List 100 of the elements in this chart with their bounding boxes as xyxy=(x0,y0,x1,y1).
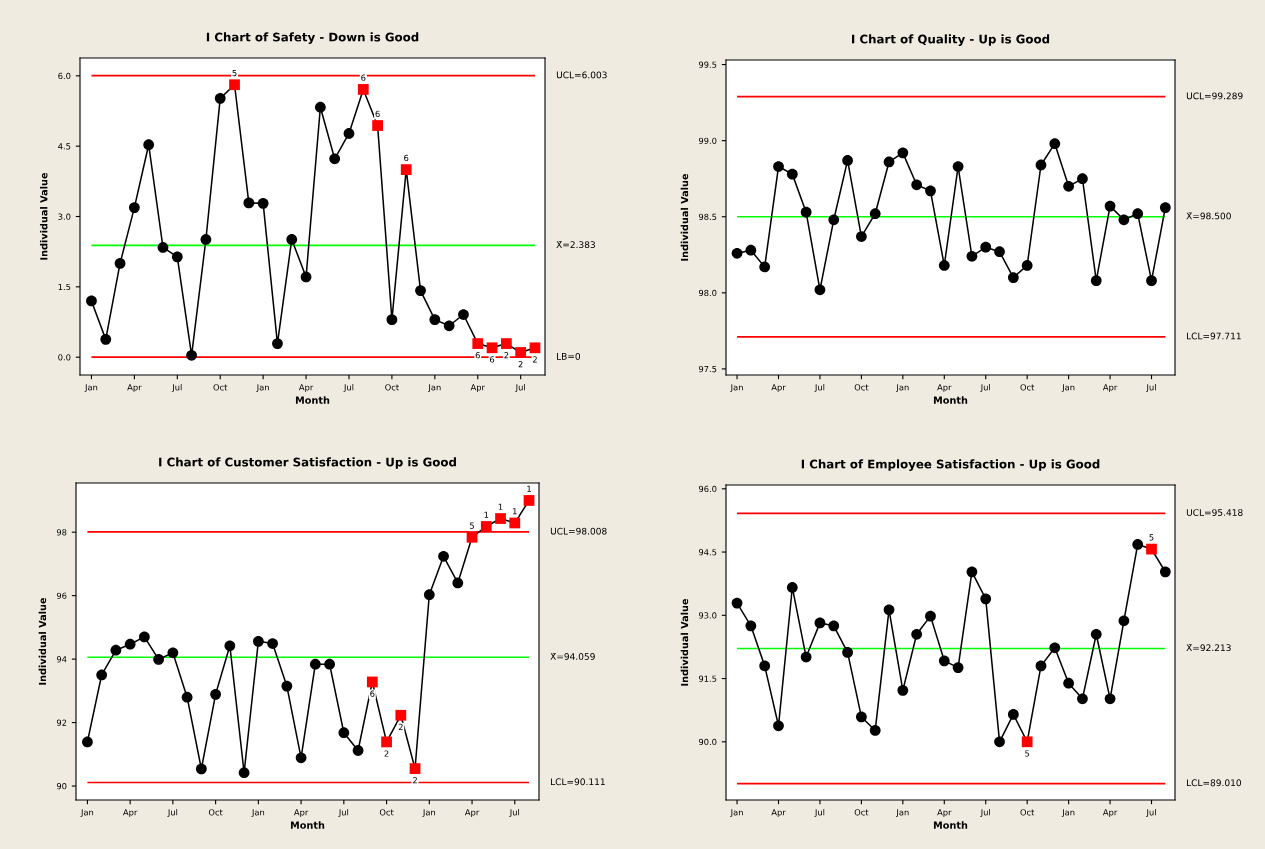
annotation: 6 xyxy=(489,356,495,363)
annotation: 6 xyxy=(404,154,409,162)
ref-line-label: UCL=98.008 xyxy=(550,527,607,535)
x-tick-label: Jan xyxy=(730,809,743,818)
point xyxy=(281,680,293,692)
y-axis-title: Individual Value xyxy=(38,597,47,685)
point xyxy=(1007,272,1019,283)
point xyxy=(759,660,771,672)
point xyxy=(759,261,771,273)
point xyxy=(214,92,226,104)
x-tick-label: Jan xyxy=(84,384,98,393)
point xyxy=(86,295,97,307)
point xyxy=(324,658,335,670)
y-tick-label: 1.5 xyxy=(58,283,71,291)
x-axis-title: Month xyxy=(933,821,968,829)
point xyxy=(731,597,743,609)
point xyxy=(381,736,392,748)
ref-line-label: LB=0 xyxy=(557,352,581,360)
x-tick-label: Jan xyxy=(895,809,909,818)
point xyxy=(252,635,264,647)
ref-line-label: LCL=89.010 xyxy=(1187,779,1242,787)
point xyxy=(229,79,240,91)
point xyxy=(186,349,197,361)
y-tick-label: 0.0 xyxy=(58,354,71,361)
point xyxy=(515,347,527,358)
y-tick-label: 96 xyxy=(56,592,67,599)
point xyxy=(300,271,312,283)
point xyxy=(773,720,784,732)
point xyxy=(925,185,936,197)
point xyxy=(980,241,992,253)
point xyxy=(1049,138,1061,150)
point xyxy=(869,725,881,736)
ref-line-label: X̄=98.500 xyxy=(1186,212,1231,220)
ref-line-label: LCL=90.111 xyxy=(551,778,605,786)
point xyxy=(994,736,1005,748)
chart-title: I Chart of Quality - Up is Good xyxy=(852,34,1050,46)
x-tick-label: Apr xyxy=(771,384,786,393)
point xyxy=(911,628,923,640)
x-tick-label: Jul xyxy=(338,809,349,818)
annotation: 2 xyxy=(384,750,389,757)
point xyxy=(286,234,298,245)
x-tick-label: Jul xyxy=(1146,809,1156,818)
ref-line-label: UCL=99.289 xyxy=(1186,92,1243,100)
y-axis-title: Individual Value xyxy=(680,598,689,686)
point xyxy=(1104,200,1116,212)
point xyxy=(814,617,826,629)
point xyxy=(1021,736,1033,748)
x-tick-label: Oct xyxy=(1020,384,1035,391)
x-tick-label: Jul xyxy=(343,384,354,393)
point xyxy=(786,582,798,593)
y-axis-title: Individual Value xyxy=(39,172,48,260)
point xyxy=(1021,260,1033,271)
x-tick-label: Jan xyxy=(895,384,909,393)
point xyxy=(1118,214,1130,226)
y-tick-label: 6.0 xyxy=(58,72,71,80)
x-tick-label: Jul xyxy=(980,384,990,393)
point xyxy=(171,251,183,263)
point xyxy=(181,691,193,703)
point xyxy=(429,314,441,326)
y-tick-label: 98 xyxy=(56,529,67,536)
point xyxy=(745,244,757,256)
y-tick-label: 91.5 xyxy=(698,675,717,682)
point xyxy=(1035,159,1047,171)
point xyxy=(938,260,950,271)
x-tick-label: Jul xyxy=(814,384,825,393)
x-tick-label: Jul xyxy=(980,809,990,818)
point xyxy=(1132,208,1144,220)
point xyxy=(842,647,853,658)
x-axis-title: Month xyxy=(933,396,968,404)
annotation: 1 xyxy=(513,508,517,515)
point xyxy=(800,206,812,218)
ref-line-label: X̄=2.383 xyxy=(556,241,595,249)
point xyxy=(395,709,407,721)
point xyxy=(366,676,378,688)
point xyxy=(500,338,512,349)
y-tick-label: 99.5 xyxy=(698,61,717,68)
x-tick-label: Oct xyxy=(208,809,223,816)
y-tick-label: 90 xyxy=(56,783,67,790)
point xyxy=(314,101,326,113)
annotation: 6 xyxy=(361,74,366,81)
chart-title: I Chart of Safety - Down is Good xyxy=(206,32,419,44)
point xyxy=(210,688,221,700)
point xyxy=(128,202,140,213)
point xyxy=(124,638,136,650)
annotation: 5 xyxy=(470,522,474,529)
x-axis-title: Month xyxy=(290,821,325,829)
annotation: 2 xyxy=(398,723,403,730)
point xyxy=(897,147,909,159)
point xyxy=(238,767,250,779)
x-tick-label: Apr xyxy=(1102,384,1118,393)
point xyxy=(415,285,426,296)
point xyxy=(938,655,950,667)
ref-line-label: UCL=6.003 xyxy=(556,71,607,79)
point xyxy=(272,338,283,349)
point xyxy=(243,197,255,209)
point xyxy=(143,139,155,151)
annotation: 2 xyxy=(518,360,523,368)
point xyxy=(386,314,398,326)
point xyxy=(329,153,341,165)
point xyxy=(372,120,383,131)
